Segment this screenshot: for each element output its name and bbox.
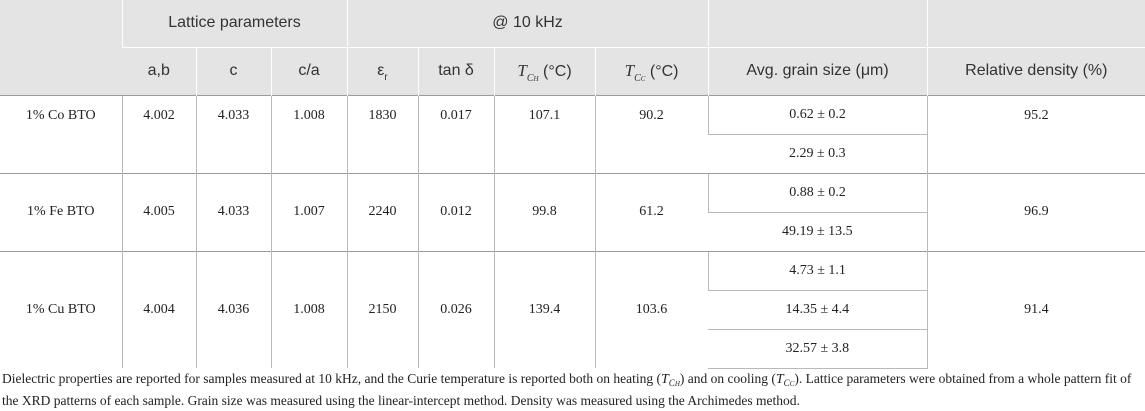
cell-tcc: 61.2 bbox=[594, 172, 709, 251]
cell-density: 96.9 bbox=[926, 172, 1145, 251]
cell-density: 91.4 bbox=[926, 250, 1145, 368]
header-tch-subsub: H bbox=[533, 75, 539, 83]
cell-grain-size: 2.29 ± 0.3 bbox=[708, 133, 928, 173]
header-tch: TCH (°C) bbox=[493, 46, 596, 95]
cell-ca: 1.008 bbox=[270, 250, 348, 368]
cell-permittivity: 2240 bbox=[346, 172, 419, 251]
footnote-tch-symbol: T bbox=[661, 372, 669, 387]
header-ab: a,b bbox=[122, 46, 196, 95]
cell-grain-size: 4.73 ± 1.1 bbox=[707, 250, 928, 290]
cell-permittivity: 2150 bbox=[346, 250, 419, 368]
table-row: 2.29 ± 0.3 bbox=[0, 133, 1145, 173]
header-permittivity-symbol: ε bbox=[377, 62, 385, 79]
cell-c: 4.033 bbox=[195, 172, 271, 251]
header-group-lattice: Lattice parameters bbox=[121, 0, 348, 47]
table-row: 32.57 ± 3.8 bbox=[0, 328, 1145, 369]
cell-ab: 4.004 bbox=[121, 250, 196, 368]
header-permittivity-sub: r bbox=[384, 72, 388, 83]
cell-density: 95.2 bbox=[926, 94, 1145, 173]
cell-ab: 4.005 bbox=[121, 172, 196, 251]
cell-ca: 1.008 bbox=[270, 94, 348, 173]
cell-tcc: 103.6 bbox=[594, 250, 709, 368]
footnote-tcc-subsub: C bbox=[789, 380, 795, 388]
cell-sample: 1% Cu BTO bbox=[0, 250, 122, 368]
footnote-tcc-sub: C bbox=[783, 378, 790, 388]
table-row: 49.19 ± 13.5 bbox=[0, 211, 1145, 251]
cell-tcc: 90.2 bbox=[594, 94, 709, 173]
footnote-text-1: Dielectric properties are reported for s… bbox=[2, 371, 661, 386]
header-tch-symbol: T bbox=[517, 61, 527, 80]
table-body: 1% Co BTO 4.002 4.033 1.008 1830 0.017 1… bbox=[0, 94, 1145, 369]
cell-sample: 1% Co BTO bbox=[0, 94, 122, 173]
footnote-tcc-symbol: T bbox=[775, 372, 784, 387]
footnote-text-2: ) and on cooling ( bbox=[679, 371, 776, 386]
header-relative-density: Relative density (%) bbox=[926, 46, 1145, 95]
cell-tan-delta: 0.017 bbox=[417, 94, 495, 173]
cell-tan-delta: 0.026 bbox=[417, 250, 495, 368]
cell-c: 4.033 bbox=[195, 94, 271, 173]
cell-ca: 1.007 bbox=[270, 172, 348, 251]
cell-c: 4.036 bbox=[195, 250, 271, 368]
cell-grain-size: 32.57 ± 3.8 bbox=[708, 328, 928, 369]
header-tcc-symbol: T bbox=[624, 61, 635, 80]
cell-grain-size: 0.62 ± 0.2 bbox=[707, 94, 928, 134]
header-group-frequency: @ 10 kHz bbox=[346, 0, 709, 47]
table-row: 1% Fe BTO 4.005 4.033 1.007 2240 0.012 9… bbox=[0, 172, 1145, 251]
header-c: c bbox=[195, 46, 271, 95]
cell-permittivity: 1830 bbox=[346, 94, 419, 173]
cell-sample: 1% Fe BTO bbox=[0, 172, 122, 251]
data-table: Lattice parameters @ 10 kHz a,b c c/a εr… bbox=[0, 0, 1145, 369]
footnote-tch-sub: C bbox=[668, 378, 675, 388]
header-density-top bbox=[926, 0, 1145, 47]
table-row: 14.35 ± 4.4 bbox=[0, 289, 1145, 329]
header-sample-blank bbox=[0, 0, 122, 95]
cell-tch: 99.8 bbox=[493, 172, 596, 251]
header-tcc-subsub: C bbox=[640, 75, 646, 83]
footnote-text-3: ). Lattice parameters were obtained from… bbox=[2, 371, 1132, 408]
header-ca: c/a bbox=[270, 46, 348, 95]
header-tch-unit: (°C) bbox=[543, 63, 572, 80]
cell-grain-size: 14.35 ± 4.4 bbox=[708, 289, 928, 329]
header-tch-sub: C bbox=[526, 73, 534, 84]
header-tan-delta: tan δ bbox=[417, 46, 495, 95]
table-header: Lattice parameters @ 10 kHz a,b c c/a εr… bbox=[0, 0, 1145, 95]
cell-ab: 4.002 bbox=[121, 94, 196, 173]
header-tcc: TCC (°C) bbox=[594, 46, 709, 95]
footnote-tch-subsub: H bbox=[674, 380, 680, 388]
table-footnote: Dielectric properties are reported for s… bbox=[2, 369, 1143, 410]
cell-grain-size: 0.88 ± 0.2 bbox=[707, 172, 928, 212]
cell-tch: 139.4 bbox=[493, 250, 596, 368]
cell-grain-size: 49.19 ± 13.5 bbox=[708, 211, 928, 251]
header-tcc-sub: C bbox=[634, 73, 641, 84]
header-grain-top bbox=[707, 0, 928, 47]
cell-tan-delta: 0.012 bbox=[417, 172, 495, 251]
header-tcc-unit: (°C) bbox=[649, 63, 679, 80]
table-row: 1% Co BTO 4.002 4.033 1.008 1830 0.017 1… bbox=[0, 94, 1145, 173]
table-row: 1% Cu BTO 4.004 4.036 1.008 2150 0.026 1… bbox=[0, 250, 1145, 368]
header-grain-size: Avg. grain size (μm) bbox=[707, 46, 928, 95]
cell-tch: 107.1 bbox=[493, 94, 596, 173]
header-permittivity: εr bbox=[346, 46, 419, 95]
